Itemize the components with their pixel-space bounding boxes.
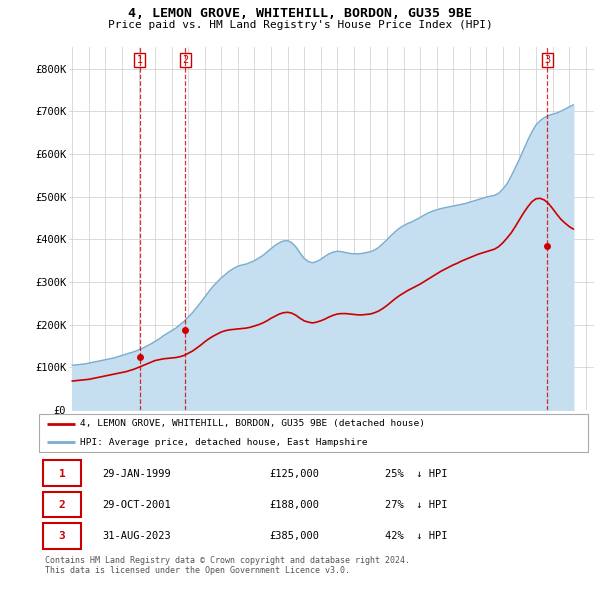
Text: Price paid vs. HM Land Registry's House Price Index (HPI): Price paid vs. HM Land Registry's House … xyxy=(107,20,493,30)
FancyBboxPatch shape xyxy=(39,414,588,453)
Text: 2: 2 xyxy=(182,55,188,65)
Text: Contains HM Land Registry data © Crown copyright and database right 2024.
This d: Contains HM Land Registry data © Crown c… xyxy=(45,556,410,575)
Text: 42%  ↓ HPI: 42% ↓ HPI xyxy=(385,531,448,541)
Text: 31-AUG-2023: 31-AUG-2023 xyxy=(102,531,171,541)
Text: £125,000: £125,000 xyxy=(269,468,320,478)
FancyBboxPatch shape xyxy=(43,491,81,517)
Text: £188,000: £188,000 xyxy=(269,500,320,510)
Text: 27%  ↓ HPI: 27% ↓ HPI xyxy=(385,500,448,510)
Text: 4, LEMON GROVE, WHITEHILL, BORDON, GU35 9BE: 4, LEMON GROVE, WHITEHILL, BORDON, GU35 … xyxy=(128,7,472,20)
Text: 1: 1 xyxy=(137,55,143,65)
Text: 29-JAN-1999: 29-JAN-1999 xyxy=(102,468,171,478)
Text: 29-OCT-2001: 29-OCT-2001 xyxy=(102,500,171,510)
Text: HPI: Average price, detached house, East Hampshire: HPI: Average price, detached house, East… xyxy=(80,438,368,447)
Text: 4, LEMON GROVE, WHITEHILL, BORDON, GU35 9BE (detached house): 4, LEMON GROVE, WHITEHILL, BORDON, GU35 … xyxy=(80,419,425,428)
Text: £385,000: £385,000 xyxy=(269,531,320,541)
Text: 3: 3 xyxy=(544,55,550,65)
FancyBboxPatch shape xyxy=(43,523,81,549)
Text: 25%  ↓ HPI: 25% ↓ HPI xyxy=(385,468,448,478)
FancyBboxPatch shape xyxy=(43,460,81,486)
Text: 1: 1 xyxy=(59,468,65,478)
Text: 2: 2 xyxy=(59,500,65,510)
Text: 3: 3 xyxy=(59,531,65,541)
